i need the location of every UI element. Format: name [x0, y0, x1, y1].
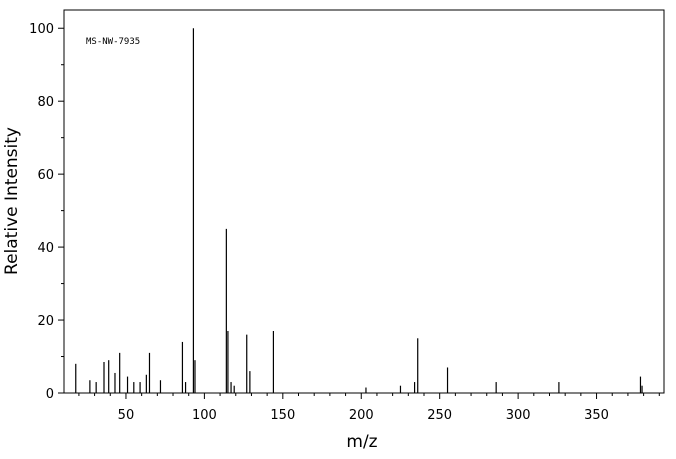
- x-tick-label: 250: [427, 408, 452, 423]
- x-tick-label: 50: [118, 408, 135, 423]
- x-axis-title: m/z: [346, 432, 377, 452]
- x-tick-label: 350: [584, 408, 609, 423]
- x-tick-label: 200: [349, 408, 374, 423]
- y-tick-label: 40: [37, 241, 54, 256]
- annotation: MS-NW-7935: [86, 37, 140, 47]
- y-tick-label: 60: [37, 168, 54, 183]
- x-tick-label: 150: [270, 408, 295, 423]
- y-axis-title: Relative Intensity: [2, 127, 22, 275]
- y-tick-label: 20: [37, 314, 54, 329]
- plot-frame: [63, 9, 665, 394]
- y-tick-label: 0: [46, 387, 54, 402]
- x-tick-label: 300: [506, 408, 531, 423]
- y-tick-label: 80: [37, 95, 54, 110]
- x-tick-label: 100: [192, 408, 217, 423]
- y-tick-label: 100: [29, 22, 54, 37]
